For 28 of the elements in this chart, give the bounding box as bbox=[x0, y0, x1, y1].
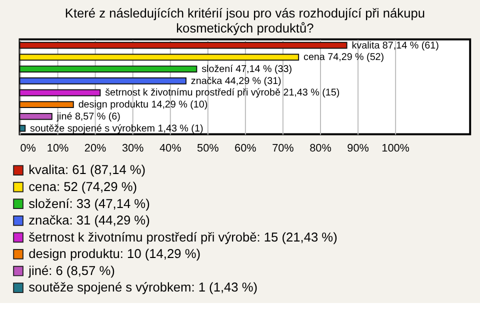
x-tick-label: 100% bbox=[382, 142, 410, 154]
legend-label: kvalita: 61 (87,14 %) bbox=[28, 162, 146, 178]
legend-label: šetrnost k životnímu prostředí při výrobě: 15 (21,43 %) bbox=[28, 229, 338, 244]
x-tick-label: 0% bbox=[20, 142, 36, 154]
legend-label: značka: 31 (44,29 %) bbox=[28, 212, 150, 228]
legend-label: jiné: 6 (8,57 %) bbox=[28, 262, 115, 278]
x-tick-label: 70% bbox=[272, 142, 294, 154]
legend-label: cena: 52 (74,29 %) bbox=[28, 179, 138, 194]
x-tick-label: 80% bbox=[310, 142, 332, 154]
x-tick-label: 10% bbox=[46, 142, 69, 154]
x-tick-label: 20% bbox=[84, 142, 107, 154]
x-tick-label: 60% bbox=[234, 142, 257, 154]
legend-label: design produktu: 10 (14,29 %) bbox=[28, 246, 201, 262]
x-tick-label: 30% bbox=[122, 142, 144, 154]
x-tick-label: 40% bbox=[159, 142, 182, 154]
data-label: soutěže spojené s výrobkem 1,43 % (1) bbox=[30, 123, 204, 134]
x-tick-label: 90% bbox=[347, 142, 370, 154]
data-label: jiné 8,57 % (6) bbox=[56, 111, 120, 122]
data-label: značka 44,29 % (31) bbox=[190, 76, 282, 87]
data-label: složení 47,14 % (33) bbox=[202, 64, 292, 75]
data-label: kvalita 87,14 % (61) bbox=[352, 40, 439, 52]
legend-label: složení: 33 (47,14 %) bbox=[28, 196, 150, 211]
data-label: šetrnost k životnímu prostředí při výrobě 21,43 % (15) bbox=[105, 88, 340, 99]
legend-label: soutěže spojené s výrobkem: 1 (1,43 %) bbox=[28, 280, 258, 295]
data-label: design produktu 14,29 % (10) bbox=[78, 100, 208, 111]
data-label: cena 74,29 % (52) bbox=[304, 52, 384, 64]
x-tick-label: 50% bbox=[197, 142, 220, 154]
chart-title: Které z následujících kritérií jsou pro vás rozhodující při nákupu kosmetických produktů? bbox=[64, 6, 425, 36]
